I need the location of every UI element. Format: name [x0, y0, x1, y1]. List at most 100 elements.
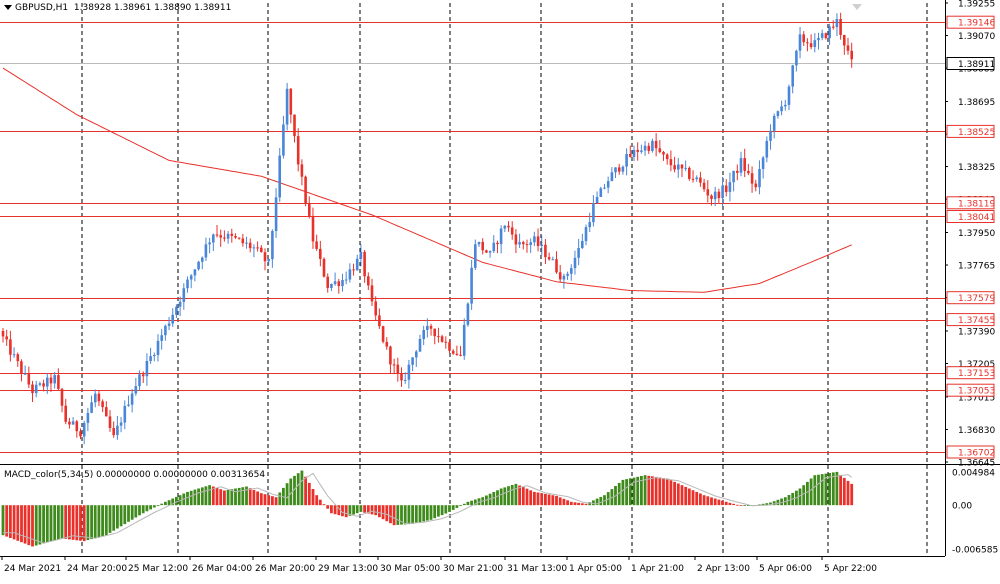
candle[interactable] [378, 308, 381, 330]
candle[interactable] [566, 271, 569, 280]
candle[interactable] [164, 324, 167, 341]
candle[interactable] [396, 357, 400, 382]
candle[interactable] [38, 381, 42, 387]
candle[interactable] [828, 23, 831, 46]
candle[interactable] [551, 256, 555, 261]
candle[interactable] [691, 170, 695, 183]
candle[interactable] [75, 420, 79, 438]
candle[interactable] [499, 225, 503, 254]
candle[interactable] [90, 395, 93, 414]
candle[interactable] [710, 194, 713, 206]
candle[interactable] [86, 407, 90, 432]
candle[interactable] [82, 420, 86, 445]
candle[interactable] [544, 239, 547, 264]
candle[interactable] [581, 233, 584, 249]
candle[interactable] [274, 188, 278, 238]
candle[interactable] [787, 84, 791, 111]
candle[interactable] [680, 164, 684, 177]
candle[interactable] [186, 276, 189, 293]
candle[interactable] [330, 283, 333, 292]
candle[interactable] [42, 379, 45, 392]
candle[interactable] [795, 49, 798, 72]
candle[interactable] [798, 27, 802, 59]
candle[interactable] [481, 238, 484, 255]
candle[interactable] [595, 191, 599, 204]
candle[interactable] [850, 42, 853, 68]
candle[interactable] [536, 228, 540, 252]
candle[interactable] [817, 32, 820, 50]
candle[interactable] [610, 167, 614, 182]
candle[interactable] [673, 156, 676, 173]
candle[interactable] [134, 377, 138, 396]
candle[interactable] [119, 417, 123, 433]
candle[interactable] [411, 357, 414, 372]
candle[interactable] [415, 350, 418, 367]
candle[interactable] [529, 238, 532, 253]
candle[interactable] [724, 179, 728, 197]
candle[interactable] [584, 224, 588, 246]
candle[interactable] [215, 225, 219, 238]
candle[interactable] [540, 235, 543, 256]
candle[interactable] [167, 316, 171, 331]
candle[interactable] [592, 195, 595, 227]
candle[interactable] [761, 156, 765, 179]
candle[interactable] [606, 176, 610, 194]
candle[interactable] [248, 238, 252, 253]
candle[interactable] [525, 239, 529, 253]
candle[interactable] [308, 196, 311, 219]
candle[interactable] [337, 278, 341, 294]
candle[interactable] [271, 229, 274, 268]
candle[interactable] [385, 337, 389, 350]
candle[interactable] [71, 417, 75, 425]
candle[interactable] [31, 380, 34, 402]
candle[interactable] [116, 416, 119, 440]
candle[interactable] [426, 318, 429, 338]
candle[interactable] [492, 235, 496, 253]
candle[interactable] [282, 115, 285, 159]
candle[interactable] [60, 388, 64, 413]
candle[interactable] [477, 241, 481, 247]
candle[interactable] [625, 148, 628, 176]
candle[interactable] [241, 234, 245, 247]
candle[interactable] [629, 145, 632, 158]
candle[interactable] [806, 38, 809, 52]
candle[interactable] [776, 110, 780, 119]
candle[interactable] [684, 160, 687, 172]
candle[interactable] [127, 395, 130, 407]
candle[interactable] [820, 29, 824, 41]
candle[interactable] [79, 428, 82, 440]
candle[interactable] [189, 274, 193, 289]
candle[interactable] [802, 31, 805, 46]
candle[interactable] [640, 144, 643, 154]
candle[interactable] [34, 380, 38, 398]
candle[interactable] [226, 231, 230, 244]
candle[interactable] [97, 390, 101, 407]
candle[interactable] [105, 401, 108, 417]
candle[interactable] [451, 349, 455, 355]
candle[interactable] [839, 12, 842, 40]
candle[interactable] [470, 259, 473, 310]
candle[interactable] [643, 141, 647, 156]
candle[interactable] [444, 336, 448, 349]
candle[interactable] [204, 237, 208, 261]
candle[interactable] [263, 248, 267, 271]
candle[interactable] [599, 186, 603, 197]
candle[interactable] [765, 136, 769, 163]
candle[interactable] [647, 142, 651, 154]
candle[interactable] [201, 256, 204, 270]
candle[interactable] [12, 347, 16, 358]
candle[interactable] [462, 318, 466, 360]
candle[interactable] [392, 358, 396, 375]
candle[interactable] [736, 164, 739, 181]
candle[interactable] [267, 258, 270, 266]
candle[interactable] [758, 160, 761, 195]
candle[interactable] [230, 228, 234, 243]
candle[interactable] [702, 178, 706, 192]
candle[interactable] [171, 308, 174, 327]
candle[interactable] [341, 273, 344, 292]
candle[interactable] [322, 257, 326, 278]
candle[interactable] [721, 176, 724, 206]
candle[interactable] [617, 163, 621, 175]
candle[interactable] [717, 188, 721, 203]
candle[interactable] [510, 221, 514, 240]
